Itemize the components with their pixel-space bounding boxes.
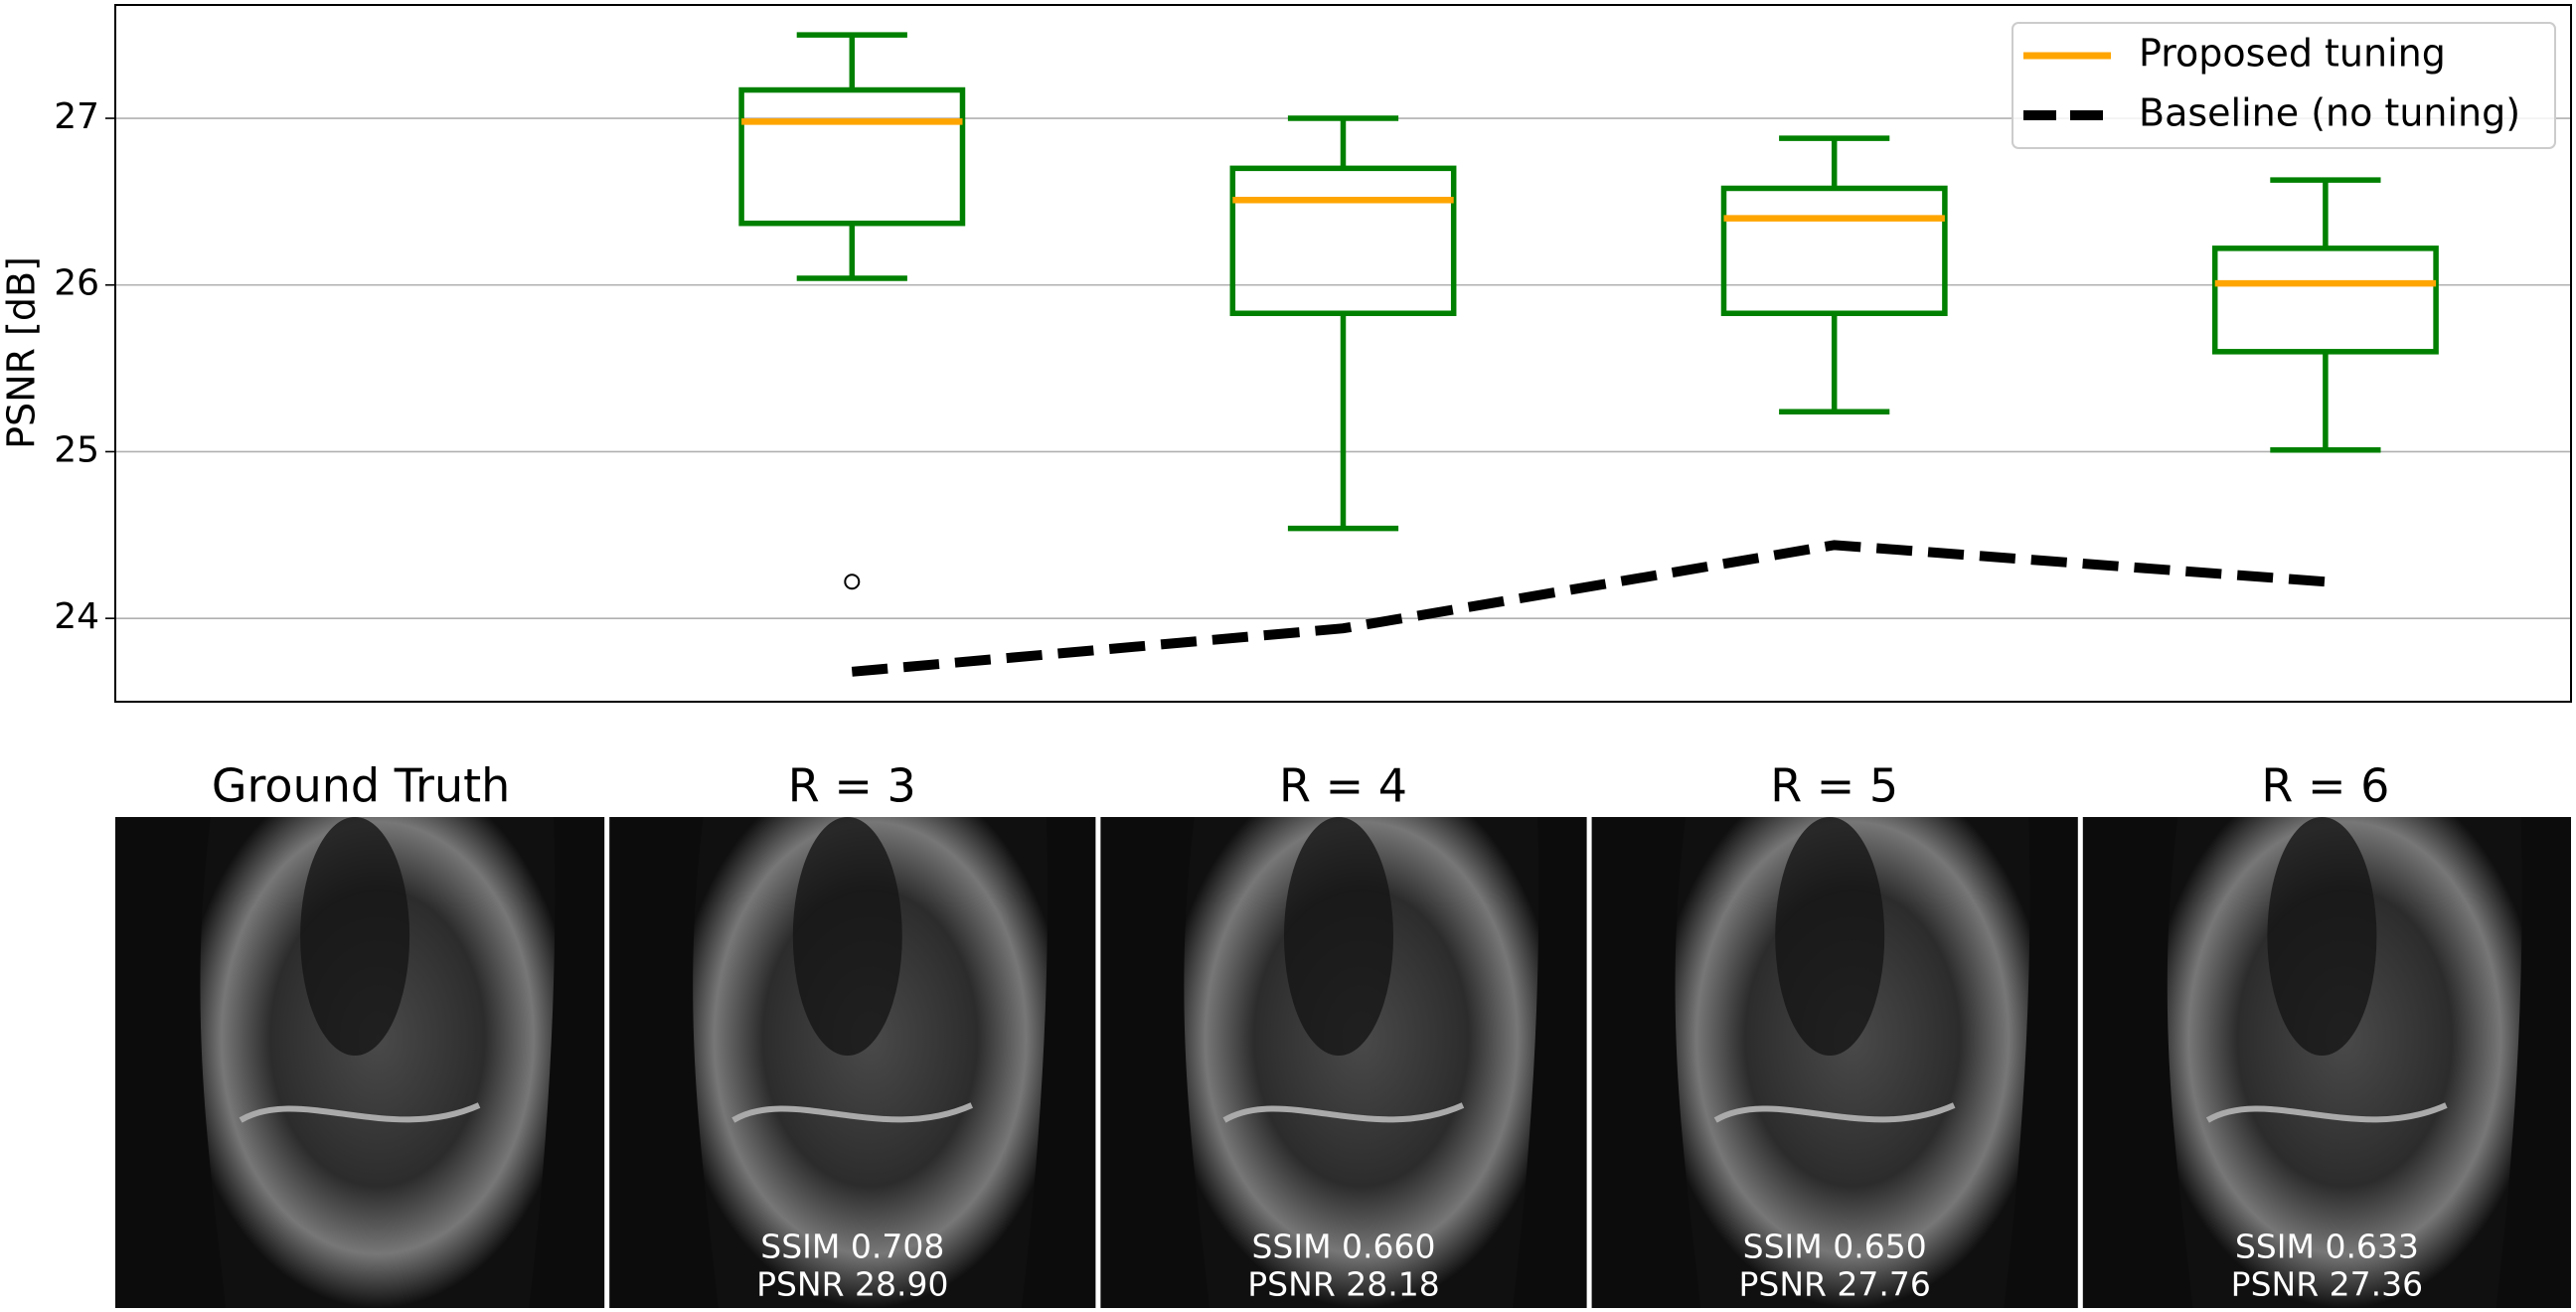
baseline-line (851, 540, 2327, 677)
femur-shadow (1284, 817, 1393, 1056)
box-body (1720, 185, 1948, 317)
panel-title: R = 5 (1770, 759, 1898, 813)
femur-shadow (792, 817, 902, 1056)
femur-shadow (300, 817, 410, 1056)
legend-label: Baseline (no tuning) (2139, 91, 2520, 135)
joint-line (2205, 1102, 2448, 1123)
panel-title: R = 6 (2261, 759, 2389, 813)
femur-shadow (1775, 817, 1885, 1056)
axes-frame (114, 4, 2572, 703)
knee-image (693, 817, 1048, 1308)
box (2211, 177, 2439, 453)
ssim-label: SSIM 0.633 (2235, 1228, 2419, 1266)
joint-line (1222, 1102, 1465, 1123)
legend-frame (2012, 22, 2556, 149)
box (1720, 135, 1948, 414)
panel-title: R = 4 (1279, 759, 1407, 813)
panel-title: Ground Truth (212, 759, 510, 813)
flier (844, 574, 861, 590)
joint-line (731, 1102, 974, 1123)
plot-area: 24 25 26 27 Proposed tuning Baseline (no tuni… (54, 4, 2572, 703)
box-body (2211, 246, 2439, 355)
box-body (738, 86, 966, 227)
ssim-label: SSIM 0.660 (1251, 1228, 1435, 1266)
knee-image (1675, 817, 2030, 1308)
femur-shadow (2267, 817, 2377, 1056)
box (1229, 115, 1457, 532)
knee-image (2167, 817, 2522, 1308)
ssim-label: SSIM 0.708 (760, 1228, 944, 1266)
y-tick-label: 26 (54, 263, 99, 304)
y-tick-label: 24 (54, 596, 99, 637)
knee-image (1184, 817, 1539, 1308)
ssim-label: SSIM 0.650 (1743, 1228, 1927, 1266)
panel-title: R = 3 (788, 759, 916, 813)
y-axis-label: PSNR [dB] (0, 256, 44, 449)
knee-image (200, 817, 556, 1308)
psnr-label: PSNR 28.18 (1247, 1265, 1439, 1304)
joint-line (239, 1102, 481, 1123)
y-tick-label: 25 (54, 429, 99, 470)
box-body (1229, 165, 1457, 317)
psnr-label: PSNR 27.76 (1738, 1265, 1930, 1304)
legend-label: Proposed tuning (2139, 32, 2446, 76)
psnr-label: PSNR 27.36 (2231, 1265, 2423, 1304)
box (738, 32, 966, 590)
y-tick-label: 27 (54, 96, 99, 137)
psnr-label: PSNR 28.90 (756, 1265, 948, 1304)
joint-line (1713, 1102, 1956, 1123)
